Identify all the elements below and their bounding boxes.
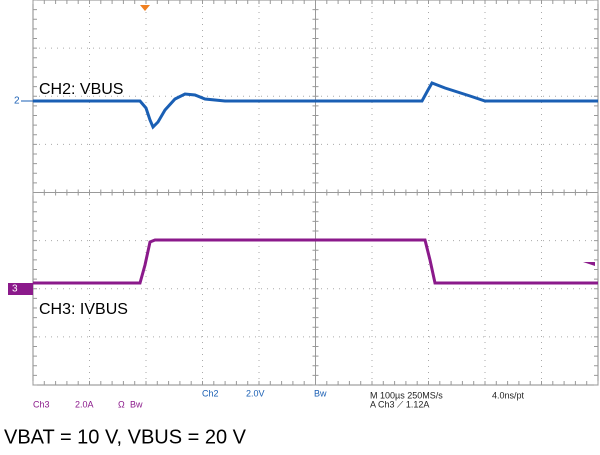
trigger-level-marker xyxy=(583,262,595,266)
status-ch3-ohm: Ω xyxy=(118,399,125,409)
ch3-marker: 3 xyxy=(12,284,18,295)
ch3-trace xyxy=(33,238,598,285)
ch2-marker: 2 xyxy=(14,96,20,107)
status-resolution: 4.0ns/pt xyxy=(492,390,525,400)
ch2-trace xyxy=(33,81,598,130)
trigger-position-marker xyxy=(140,5,150,11)
status-ch3: Ch3 xyxy=(33,399,50,409)
caption: VBAT = 10 V, VBUS = 20 V xyxy=(4,426,247,448)
ch3-label: CH3: IVBUS xyxy=(39,301,128,318)
ch3-marker-box xyxy=(8,283,33,295)
status-ch3-scale: 2.0A xyxy=(75,399,94,409)
status-ch2-bw: Bw xyxy=(314,388,327,398)
ch2-label: CH2: VBUS xyxy=(39,81,123,98)
status-ch3-bw: Bw xyxy=(130,399,143,409)
status-ch2-scale: 2.0V xyxy=(246,388,265,398)
status-timebase: M 100µs 250MS/s xyxy=(370,390,443,400)
status-trigger: A Ch3 ⟋ 1.12A xyxy=(370,399,429,409)
status-ch2: Ch2 xyxy=(202,388,219,398)
